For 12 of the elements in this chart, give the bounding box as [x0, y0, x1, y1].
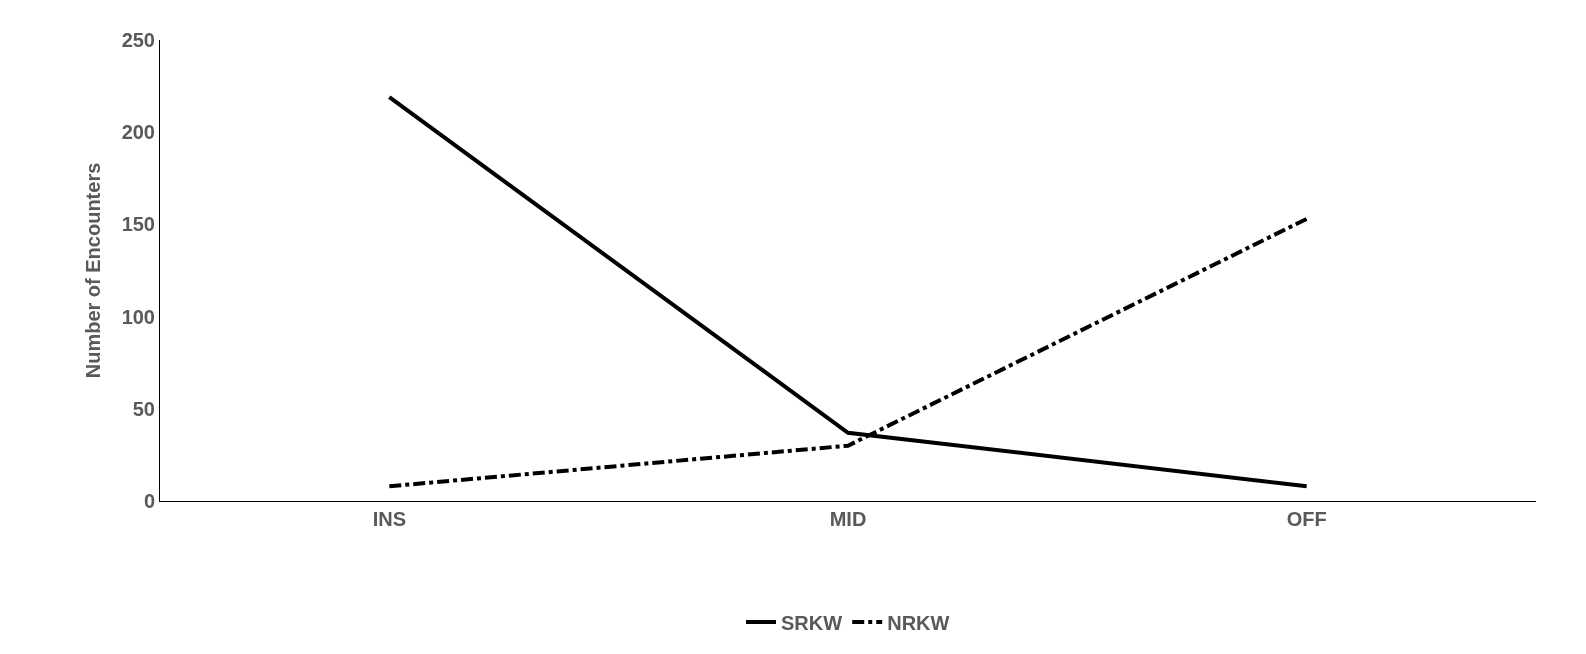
x-tick-label: MID	[829, 508, 867, 530]
y-tick-label: 0	[143, 490, 155, 512]
y-tick-label: 100	[121, 305, 155, 328]
legend-label: NRKW	[887, 611, 950, 634]
y-axis-title: Number of Encounters	[82, 162, 105, 379]
y-tick-label: 150	[121, 213, 155, 236]
x-tick-label: INS	[372, 508, 406, 530]
y-tick-label: 50	[132, 397, 155, 420]
legend-label: SRKW	[781, 611, 843, 634]
x-tick-label: OFF	[1286, 508, 1327, 530]
y-tick-label: 250	[121, 29, 155, 51]
y-tick-label: 200	[121, 121, 155, 144]
